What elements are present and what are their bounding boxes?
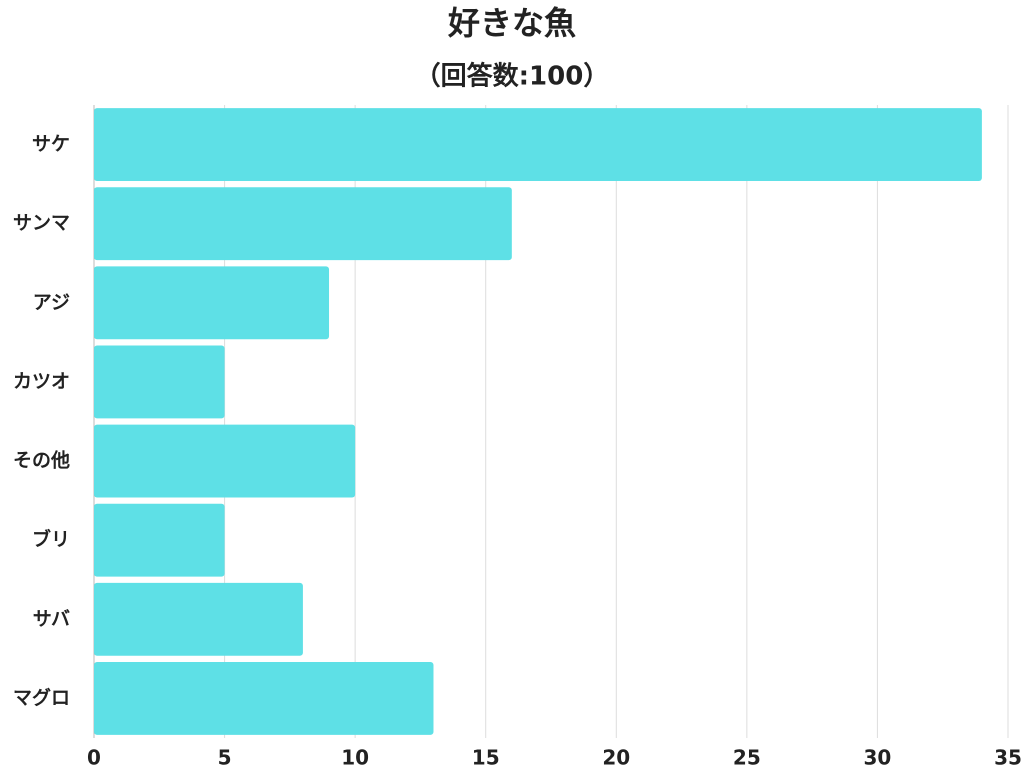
y-tick-label: サケ xyxy=(32,133,70,155)
x-tick-label: 10 xyxy=(341,746,369,768)
x-tick-label: 35 xyxy=(994,746,1022,768)
x-tick-label: 20 xyxy=(602,746,630,768)
chart-title: 好きな魚 xyxy=(447,4,576,42)
y-tick-label: カツオ xyxy=(13,370,70,392)
chart-subtitle: （回答数:100） xyxy=(415,61,610,92)
y-tick-label: アジ xyxy=(33,291,70,313)
x-tick-label: 5 xyxy=(218,746,232,768)
y-tick-label: サンマ xyxy=(13,212,70,234)
y-tick-label: ブリ xyxy=(32,528,70,551)
y-tick-label: サバ xyxy=(33,608,70,630)
y-tick-label: マグロ xyxy=(13,686,70,709)
bar xyxy=(94,266,330,340)
x-tick-label: 30 xyxy=(864,746,892,768)
bar xyxy=(94,503,225,577)
bar xyxy=(94,424,356,498)
x-tick-label: 15 xyxy=(472,746,500,768)
x-tick-label: 0 xyxy=(87,746,101,768)
bar xyxy=(94,662,434,735)
bar xyxy=(94,108,982,181)
x-tick-label: 25 xyxy=(733,746,761,768)
y-tick-label: その他 xyxy=(13,449,70,472)
bar xyxy=(94,582,303,656)
bar xyxy=(94,345,225,419)
bar xyxy=(94,187,512,261)
